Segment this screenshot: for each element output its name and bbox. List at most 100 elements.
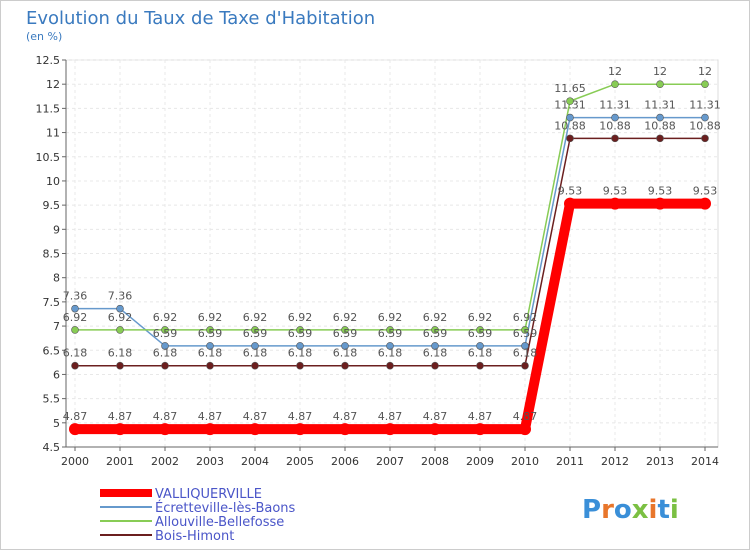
- data-point: [296, 342, 304, 350]
- x-tick-label: 2006: [331, 455, 359, 468]
- data-point: [71, 361, 79, 370]
- value-label: 11.65: [554, 82, 586, 95]
- x-tick-label: 2003: [196, 455, 224, 468]
- value-label: 6.92: [333, 311, 358, 324]
- data-point: [116, 304, 124, 313]
- value-label: 6.59: [288, 327, 313, 340]
- value-label: 6.59: [243, 327, 268, 340]
- value-label: 9.53: [693, 185, 718, 198]
- grid: [65, 59, 719, 448]
- data-point: [386, 326, 394, 334]
- x-tick-label: 2013: [646, 455, 674, 468]
- y-tick-label: 5.5: [43, 393, 61, 406]
- data-point: [251, 342, 259, 350]
- value-label: 4.87: [63, 410, 88, 423]
- legend-label-2: Allouville-Bellefosse: [155, 515, 284, 530]
- data-point: [656, 134, 664, 143]
- chart-subtitle: (en %): [26, 30, 62, 43]
- x-tick-label: 2010: [511, 455, 539, 468]
- value-label: 12: [698, 65, 712, 78]
- legend-label-3: Bois-Himont: [155, 529, 234, 544]
- data-point: [206, 361, 214, 370]
- data-point: [71, 304, 79, 313]
- x-tick-label: 2005: [286, 455, 314, 468]
- data-point: [206, 326, 214, 334]
- x-tick-label: 2011: [556, 455, 584, 468]
- data-point: [159, 423, 171, 436]
- data-point: [566, 113, 574, 122]
- data-point: [611, 134, 619, 143]
- value-label: 6.18: [333, 347, 358, 360]
- value-label: 6.18: [423, 347, 448, 360]
- value-label: 6.92: [153, 311, 178, 324]
- value-label: 6.92: [63, 311, 88, 324]
- x-tick-label: 2007: [376, 455, 404, 468]
- value-label: 11.31: [644, 99, 676, 112]
- data-point: [521, 361, 529, 370]
- value-label: 12: [608, 65, 622, 78]
- value-label: 4.87: [153, 410, 178, 423]
- brand-text: Proxiti: [582, 495, 679, 525]
- data-point: [161, 342, 169, 350]
- y-tick-label: 12: [46, 78, 60, 91]
- value-label: 6.59: [378, 327, 403, 340]
- value-label: 10.88: [644, 119, 676, 132]
- data-point: [341, 326, 349, 334]
- data-point: [609, 197, 621, 210]
- brand-letter: i: [670, 495, 679, 525]
- data-point: [656, 80, 664, 88]
- value-label: 6.18: [288, 347, 313, 360]
- value-label: 11.31: [689, 99, 721, 112]
- brand-letter: i: [649, 495, 658, 525]
- y-tick-label: 8.5: [43, 248, 61, 261]
- y-tick-label: 10: [46, 175, 60, 188]
- y-tick-label: 6.5: [43, 344, 61, 357]
- value-label: 9.53: [648, 185, 673, 198]
- value-label: 4.87: [378, 410, 403, 423]
- value-label: 6.18: [243, 347, 268, 360]
- data-point: [116, 326, 124, 334]
- data-point: [701, 113, 709, 122]
- y-tick-label: 6: [53, 368, 60, 381]
- brand-letter: x: [632, 495, 649, 525]
- chart-title: Evolution du Taux de Taxe d'Habitation: [26, 8, 375, 29]
- value-label: 4.87: [513, 410, 538, 423]
- value-label: 4.87: [198, 410, 223, 423]
- value-label: 6.92: [243, 311, 268, 324]
- data-point: [431, 326, 439, 334]
- data-point: [296, 326, 304, 334]
- x-tick-label: 2012: [601, 455, 629, 468]
- data-point: [566, 134, 574, 143]
- legend-label-1: Écretteville-lès-Baons: [155, 500, 296, 516]
- y-tick-label: 11: [46, 127, 60, 140]
- data-point: [611, 113, 619, 122]
- data-point: [249, 423, 261, 436]
- data-point: [611, 80, 619, 88]
- data-point: [341, 342, 349, 350]
- legend-label-0: VALLIQUERVILLE: [155, 487, 262, 502]
- value-label: 6.18: [468, 347, 493, 360]
- data-point: [71, 326, 79, 334]
- data-point: [476, 326, 484, 334]
- data-point: [474, 423, 486, 436]
- series-points: [69, 80, 711, 436]
- data-point: [69, 423, 81, 436]
- y-tick-label: 8: [53, 272, 60, 285]
- value-label: 7.36: [63, 290, 88, 303]
- value-label: 6.92: [198, 311, 223, 324]
- value-label: 10.88: [599, 119, 631, 132]
- data-point: [384, 423, 396, 436]
- value-label: 10.88: [689, 119, 721, 132]
- value-label: 9.53: [558, 185, 583, 198]
- value-label: 6.59: [153, 327, 178, 340]
- value-label: 6.92: [513, 311, 538, 324]
- value-label: 9.53: [603, 185, 628, 198]
- data-point: [386, 342, 394, 350]
- brand-logo: Proxiti: [582, 495, 679, 525]
- data-point: [564, 197, 576, 210]
- data-point: [204, 423, 216, 436]
- data-point: [114, 423, 126, 436]
- value-label: 4.87: [468, 410, 493, 423]
- value-label: 6.92: [288, 311, 313, 324]
